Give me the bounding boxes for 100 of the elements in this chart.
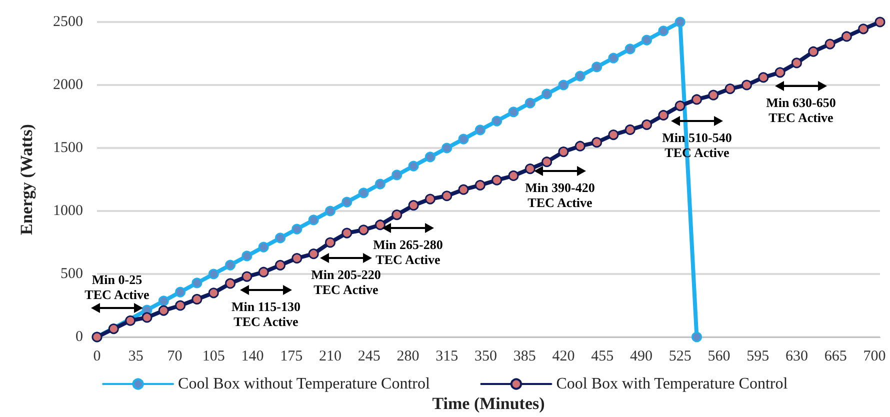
point [474,124,486,136]
point [225,260,236,270]
annotation: Min 115-130 TEC Active [232,299,300,329]
point [292,224,302,234]
point [774,67,786,78]
x-tick-label: 560 [708,348,730,364]
y-tick-label: 2500 [53,14,83,30]
x-tick-label: 595 [746,348,770,364]
point [108,324,119,334]
y-tick-label: 1000 [53,203,83,219]
point [508,106,519,118]
point [692,332,702,342]
point [442,142,452,154]
point [308,214,319,226]
point [674,16,686,28]
point [225,278,236,289]
point [175,300,186,311]
annotation: Min 265-280 TEC Active [373,237,443,267]
point [408,200,419,211]
point [208,288,219,298]
annotation: Min 630-650 TEC Active [766,95,836,125]
point [408,160,419,172]
point [624,124,636,135]
y-tick-label: 500 [60,266,83,282]
annotation: Min 205-220 TEC Active [311,267,381,297]
point [292,253,302,264]
point [158,305,169,316]
point [524,98,536,108]
annotation: Min 0-25 TEC Active [84,272,150,302]
point [724,84,736,94]
point [258,266,269,278]
x-tick-label: 315 [436,348,458,364]
legend-label: Cool Box with Temperature Control [556,376,788,392]
point [542,88,552,100]
point [358,224,369,236]
point [592,137,602,148]
point [508,170,519,181]
point [574,70,586,82]
x-tick-label: 630 [785,348,808,364]
point [442,190,452,202]
point [692,94,702,105]
point [642,34,652,46]
point [458,134,469,144]
point [324,237,336,248]
point [524,164,536,174]
x-tick-label: 665 [824,348,847,364]
point [175,286,186,298]
x-axis-title: Time (Minutes) [432,394,545,413]
x-tick-label: 350 [474,348,497,364]
x-tick-label: 0 [93,348,101,364]
y-tick-label: 1500 [53,140,83,156]
point [192,278,202,288]
point [492,116,502,126]
point [841,31,852,42]
point [342,196,352,208]
point [142,312,152,323]
x-tick-label: 245 [358,348,380,364]
x-tick-label: 385 [513,348,536,364]
point [708,90,719,100]
point [424,194,436,204]
point [392,210,402,220]
x-tick-label: 455 [591,348,614,364]
point [642,119,652,130]
point [424,152,436,162]
annotation: Min 390-420 TEC Active [525,180,595,210]
point [658,110,669,120]
point [125,315,136,326]
x-tick-label: 525 [668,348,692,364]
x-tick-label: 140 [241,348,264,364]
point [658,26,669,36]
point [275,260,286,270]
point [342,228,352,238]
point [474,180,486,190]
point [492,174,502,186]
point [574,140,586,152]
point [558,146,569,158]
point [874,16,886,28]
point [324,206,336,216]
point [242,250,252,262]
x-tick-label: 210 [318,348,342,364]
point [242,271,252,282]
point [542,156,552,168]
point [208,268,219,280]
y-tick-label: 2000 [53,77,83,93]
point [624,44,636,54]
point [558,80,569,90]
point [608,52,619,64]
x-tick-label: 70 [167,348,182,364]
point [791,58,802,68]
point [741,80,752,90]
point [674,100,686,112]
point [358,188,369,198]
point [258,242,269,252]
x-tick-label: 700 [863,348,886,364]
legend-label: Cool Box without Temperature Control [178,376,430,392]
x-tick-label: 105 [202,348,225,364]
x-tick-label: 175 [280,348,303,364]
point [374,220,386,230]
point [824,38,836,50]
point [392,170,402,180]
